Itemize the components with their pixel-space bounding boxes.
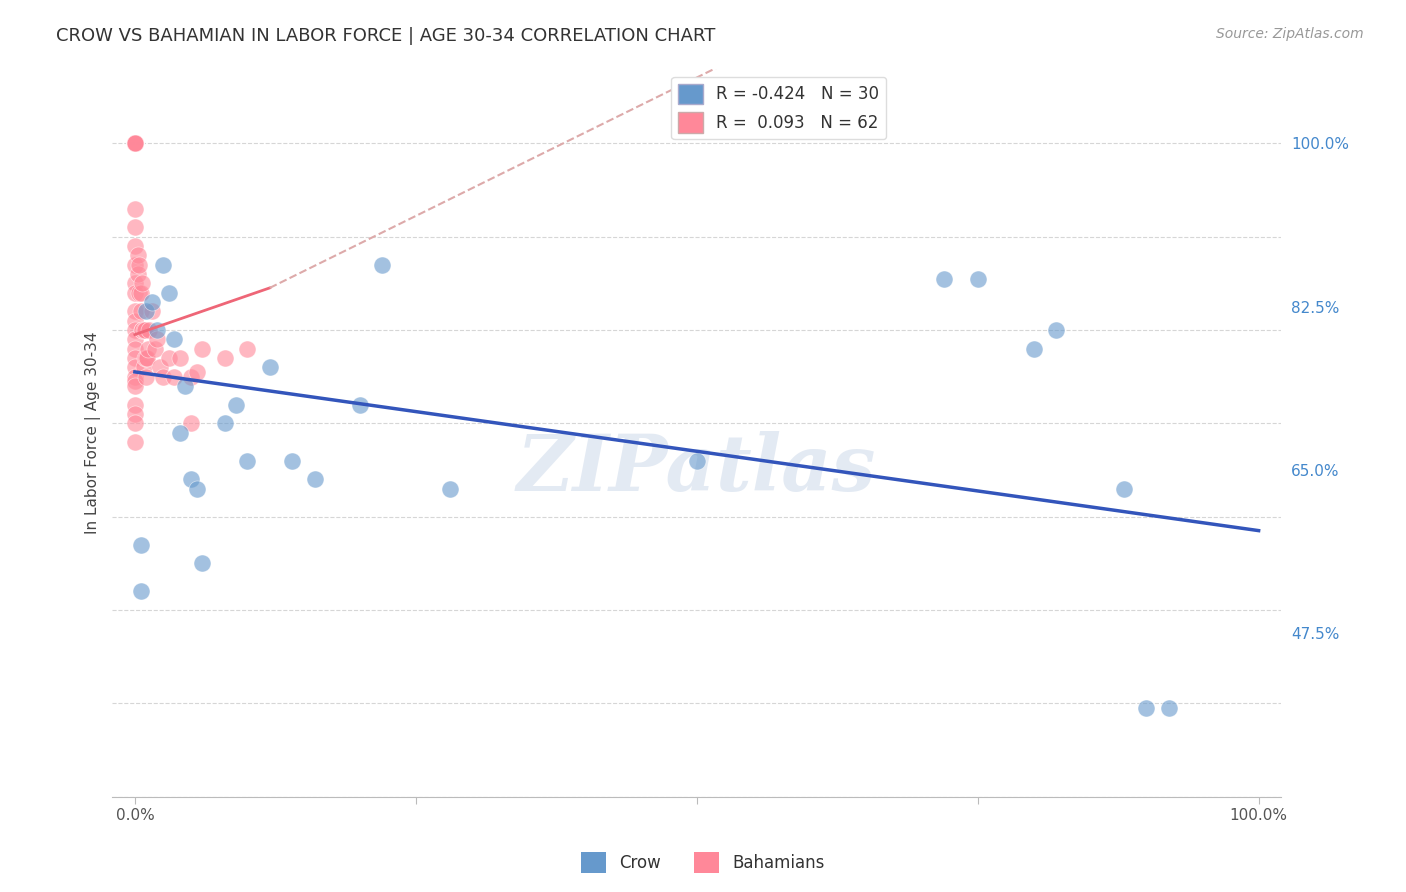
Point [1045,323,1067,337]
Point [124,136,146,151]
Point [124,220,146,235]
Text: CROW VS BAHAMIAN IN LABOR FORCE | AGE 30-34 CORRELATION CHART: CROW VS BAHAMIAN IN LABOR FORCE | AGE 30… [56,27,716,45]
Point [157,351,180,365]
Point [152,258,174,272]
Text: ZIPatlas: ZIPatlas [517,431,876,508]
Point [163,332,186,346]
Point [124,239,146,253]
Y-axis label: In Labor Force | Age 30-34: In Labor Force | Age 30-34 [86,331,101,533]
Point [149,360,172,375]
Point [124,258,146,272]
Point [169,351,191,365]
Point [966,271,988,285]
Point [124,136,146,151]
Point [138,342,160,356]
Point [124,136,146,151]
Point [124,374,146,388]
Point [304,472,326,486]
Point [124,351,146,365]
Point [186,482,208,496]
Point [124,136,146,151]
Point [169,425,191,440]
Point [152,369,174,384]
Point [132,360,155,375]
Point [225,398,247,412]
Point [236,342,259,356]
Point [129,304,152,318]
Point [124,277,146,291]
Point [180,369,202,384]
Point [124,136,146,151]
Point [135,304,157,318]
Point [124,398,146,412]
Point [1157,701,1180,715]
Point [124,434,146,449]
Point [124,332,146,346]
Point [138,323,160,337]
Point [146,323,169,337]
Point [127,248,149,262]
Point [932,271,955,285]
Point [186,365,208,379]
Point [136,351,159,365]
Point [124,360,146,375]
Point [127,267,149,281]
Point [124,313,146,327]
Point [349,398,371,412]
Point [124,136,146,151]
Point [141,304,163,318]
Point [143,342,166,356]
Point [124,379,146,393]
Point [174,379,197,393]
Point [124,407,146,421]
Point [180,417,202,431]
Point [191,342,214,356]
Point [236,453,259,467]
Text: Source: ZipAtlas.com: Source: ZipAtlas.com [1216,27,1364,41]
Point [134,323,156,337]
Point [214,417,236,431]
Point [163,369,186,384]
Point [439,482,461,496]
Point [131,277,153,291]
Point [157,285,180,300]
Point [135,351,157,365]
Point [1135,701,1157,715]
Point [1022,342,1045,356]
Point [281,453,304,467]
Point [214,351,236,365]
Point [141,294,163,309]
Point [124,285,146,300]
Point [131,323,153,337]
Point [131,323,153,337]
Point [371,258,394,272]
Point [124,136,146,151]
Point [128,258,150,272]
Point [129,538,152,552]
Point [180,472,202,486]
Point [128,285,150,300]
Point [132,323,155,337]
Point [146,332,169,346]
Point [686,453,709,467]
Point [124,304,146,318]
Point [124,202,146,216]
Point [191,556,214,570]
Point [124,136,146,151]
Point [124,417,146,431]
Point [259,360,281,375]
Point [134,351,156,365]
Point [124,323,146,337]
Point [124,136,146,151]
Point [124,136,146,151]
Point [1112,482,1135,496]
Point [129,584,152,599]
Legend: R = -0.424   N = 30, R =  0.093   N = 62: R = -0.424 N = 30, R = 0.093 N = 62 [671,77,886,139]
Point [124,342,146,356]
Legend: Crow, Bahamians: Crow, Bahamians [574,846,832,880]
Point [124,369,146,384]
Point [129,285,152,300]
Point [135,369,157,384]
